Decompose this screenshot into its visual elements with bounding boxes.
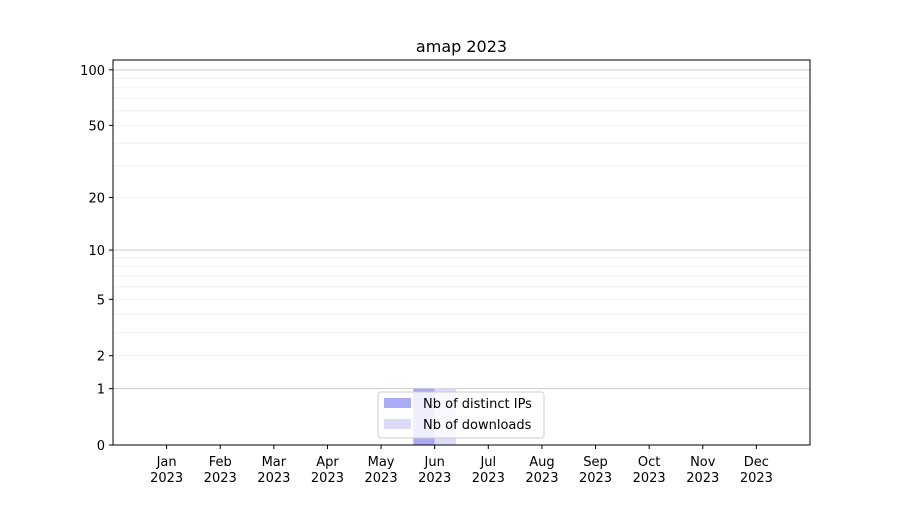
y-tick-label: 50 [88,119,105,134]
y-tick-label: 100 [80,64,105,79]
y-tick-label: 1 [97,383,105,398]
y-tick-label: 0 [97,439,105,454]
legend-box [377,391,545,439]
axes-frame [112,59,811,446]
legend-label: Nb of downloads [423,418,532,433]
y-tick-label: 5 [97,293,105,308]
x-tick-label: Jan 2023 [150,455,183,486]
legend-label: Nb of distinct IPs [423,397,532,412]
x-tick-label: Mar 2023 [257,455,290,486]
x-tick-label: May 2023 [365,455,398,486]
chart-title: amap 2023 [416,37,507,56]
y-tick-label: 10 [88,244,105,259]
x-tick-label: Feb 2023 [204,455,237,486]
x-tick-label: Sep 2023 [579,455,612,486]
y-tick-label: 2 [97,350,105,365]
x-tick-label: Aug 2023 [525,455,558,486]
x-tick-label: Apr 2023 [311,455,344,486]
legend-swatch [384,419,411,429]
x-tick-label: Jun 2023 [418,455,451,486]
x-tick-label: Oct 2023 [633,455,666,486]
legend-swatch [384,398,411,408]
x-tick-label: Nov 2023 [686,455,719,486]
y-tick-label: 20 [88,192,105,207]
x-tick-label: Jul 2023 [472,455,505,486]
x-tick-label: Dec 2023 [740,455,773,486]
